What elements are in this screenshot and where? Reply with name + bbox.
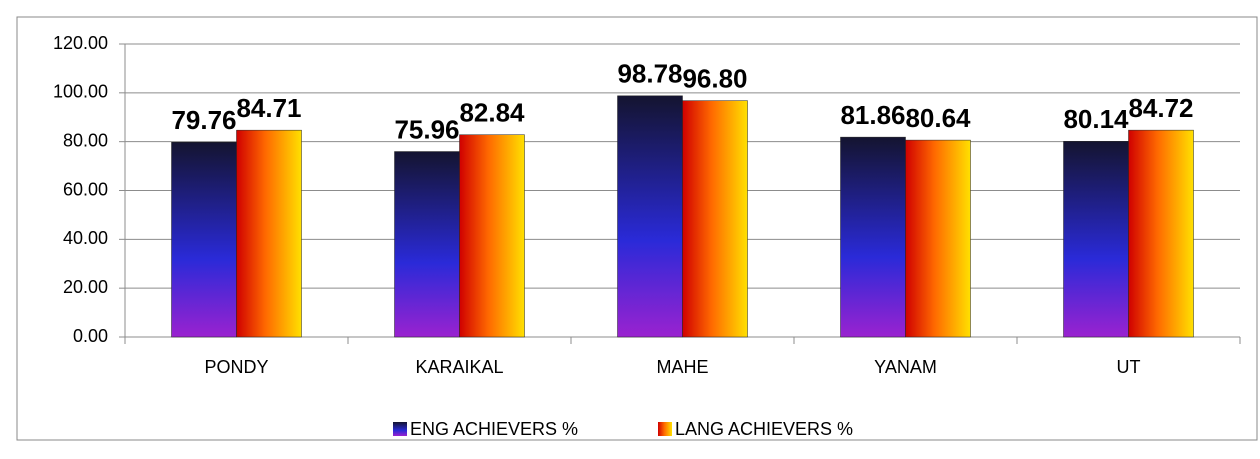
value-label: 96.80 — [682, 64, 747, 94]
bar — [459, 134, 525, 338]
y-tick-label: 80.00 — [63, 130, 108, 150]
value-label: 79.76 — [171, 105, 236, 135]
bar — [617, 95, 683, 338]
y-tick-label: 100.00 — [53, 82, 108, 102]
value-label: 98.78 — [617, 59, 682, 89]
legend-swatch — [658, 422, 672, 436]
bar — [1128, 129, 1194, 338]
bar — [171, 142, 237, 338]
bar — [1063, 141, 1129, 338]
bar — [394, 151, 460, 338]
value-label: 81.86 — [840, 100, 905, 130]
x-tick-label: YANAM — [874, 357, 937, 377]
y-tick-label: 20.00 — [63, 277, 108, 297]
bar — [840, 136, 906, 338]
y-tick-label: 120.00 — [53, 33, 108, 53]
value-label: 75.96 — [394, 114, 459, 144]
value-label: 84.71 — [236, 93, 301, 123]
legend-label: ENG ACHIEVERS % — [410, 419, 578, 439]
legend-swatch — [393, 422, 407, 436]
bar — [905, 139, 971, 338]
bar — [236, 129, 302, 338]
value-label: 80.14 — [1063, 104, 1129, 134]
y-tick-label: 60.00 — [63, 179, 108, 199]
x-tick-label: KARAIKAL — [415, 357, 503, 377]
x-tick-label: UT — [1117, 357, 1141, 377]
x-tick-label: MAHE — [656, 357, 708, 377]
value-label: 84.72 — [1128, 93, 1193, 123]
y-tick-label: 40.00 — [63, 228, 108, 248]
bar — [682, 100, 748, 338]
y-tick-label: 0.00 — [73, 326, 108, 346]
legend-label: LANG ACHIEVERS % — [675, 419, 853, 439]
x-tick-label: PONDY — [204, 357, 268, 377]
value-label: 82.84 — [459, 98, 525, 128]
value-label: 80.64 — [905, 103, 971, 133]
